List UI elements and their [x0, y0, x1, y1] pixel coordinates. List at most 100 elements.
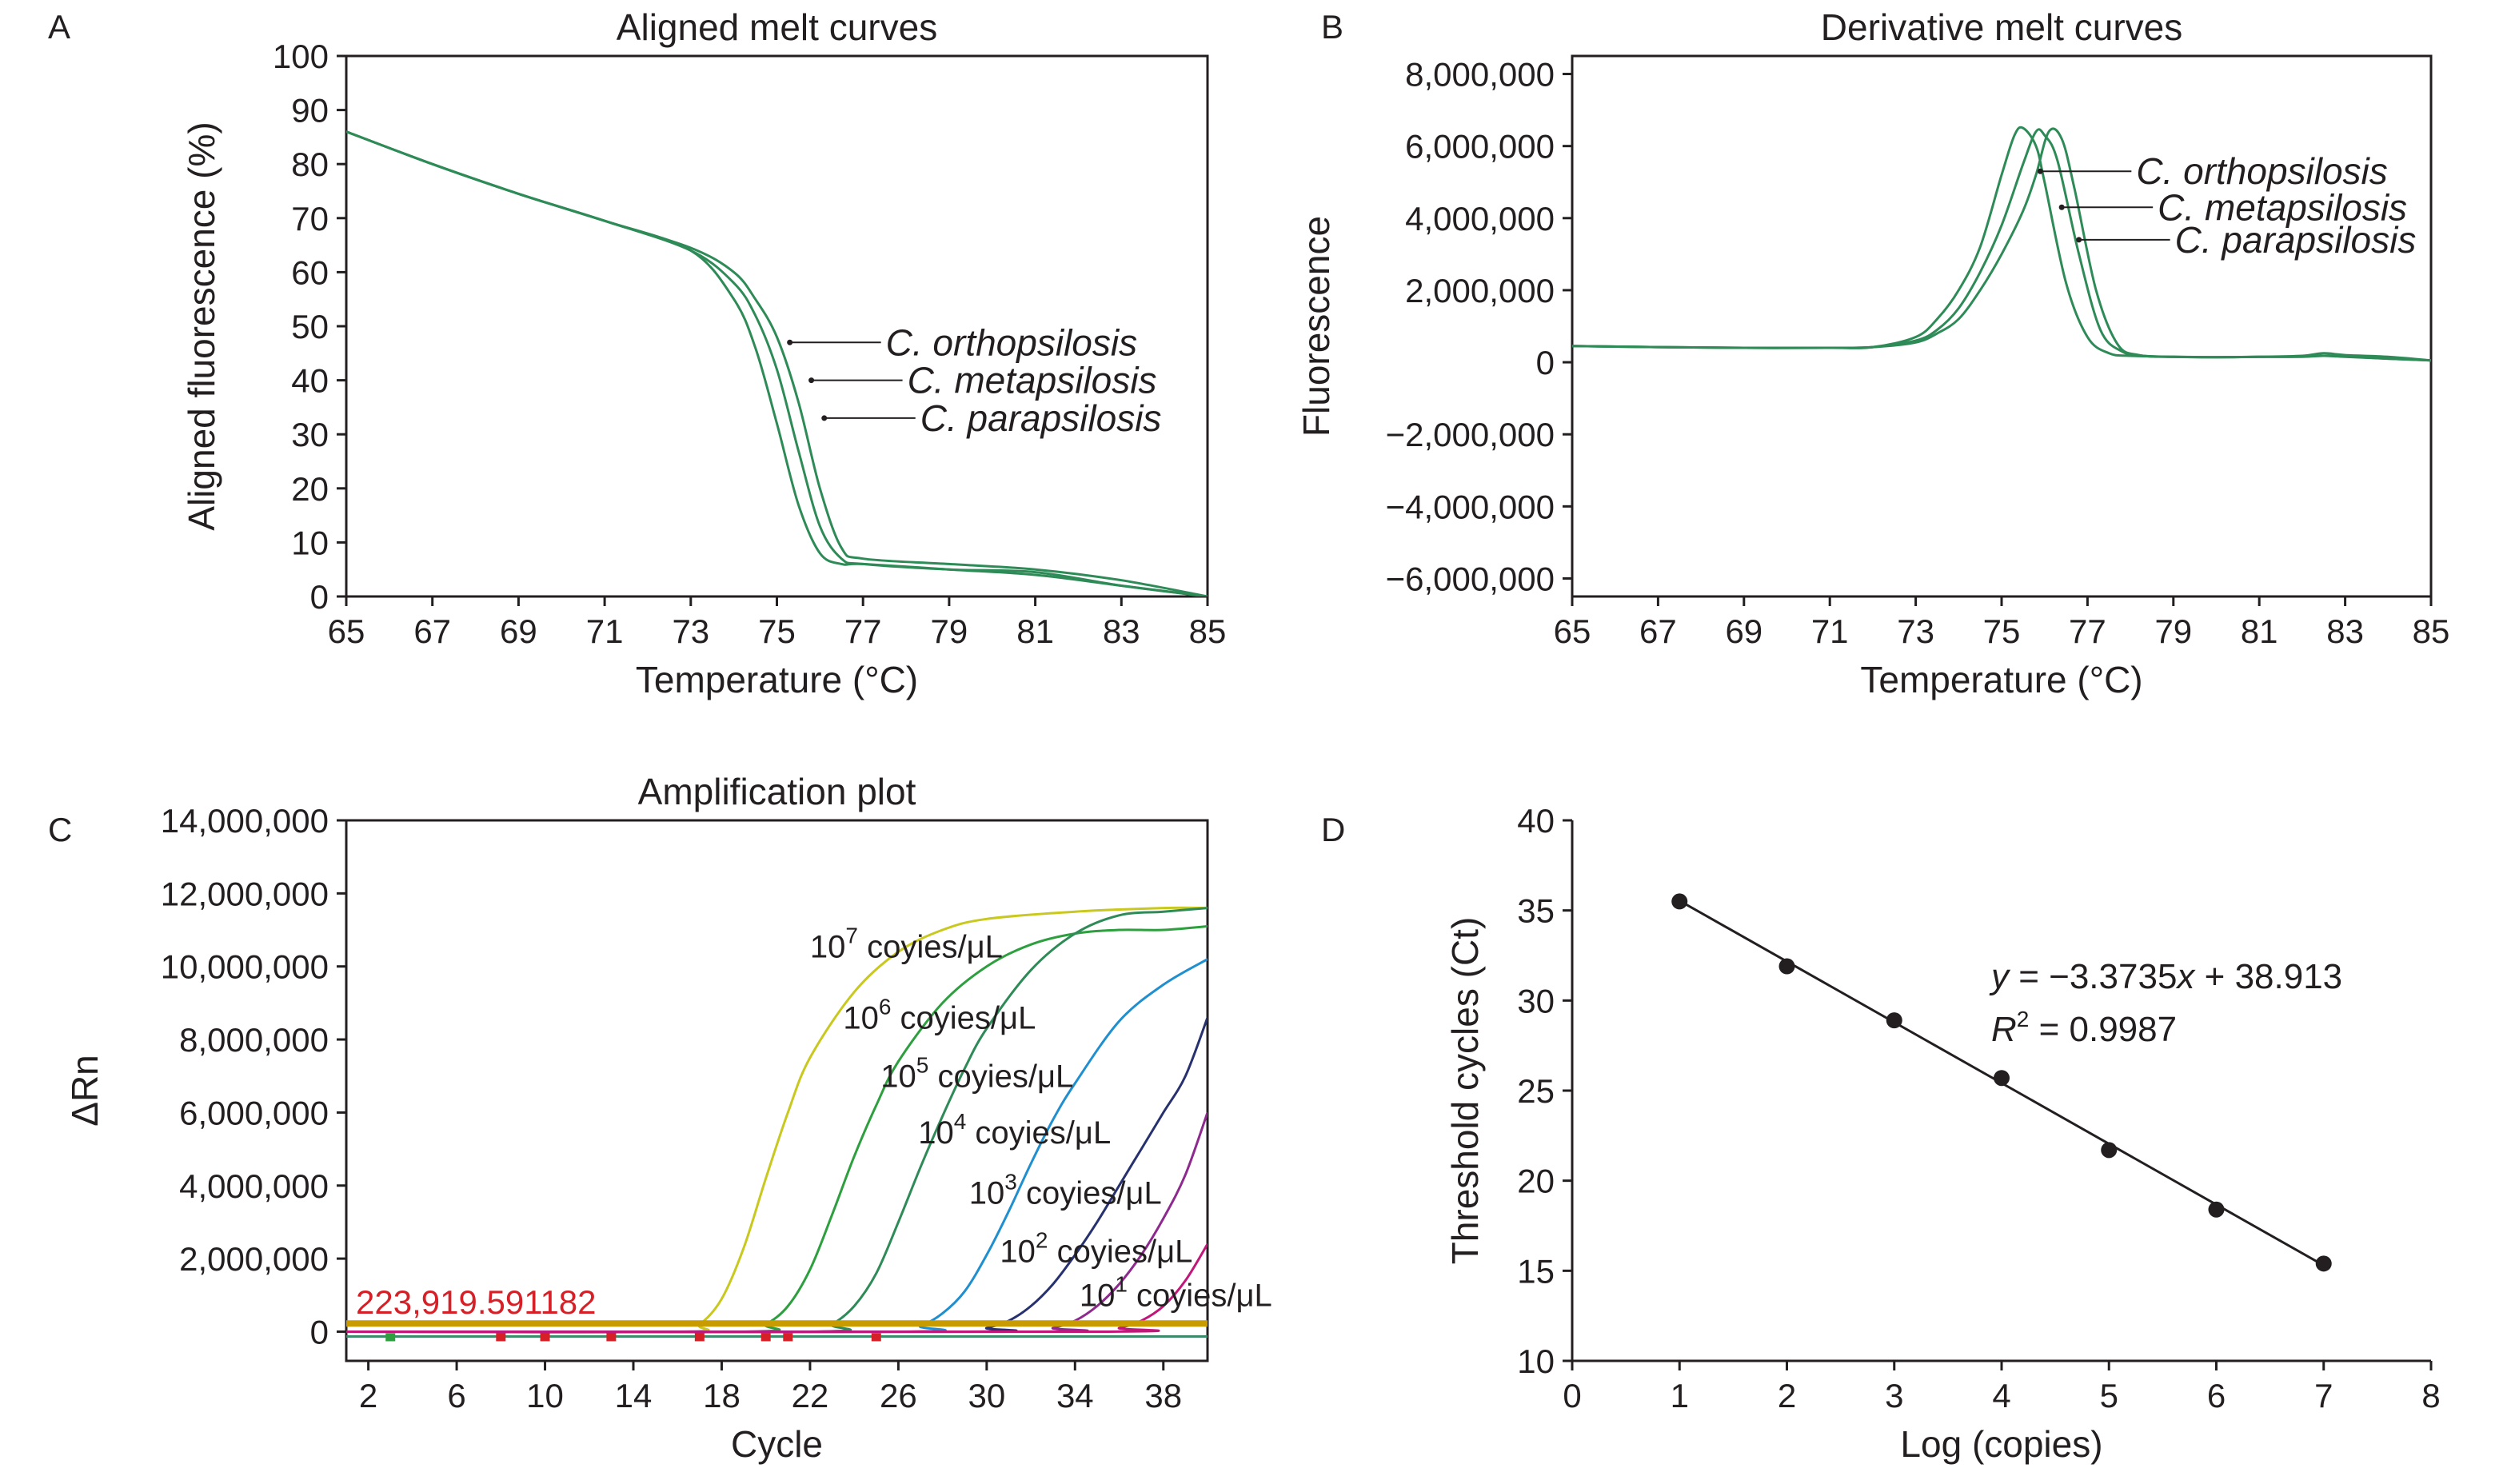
annotation-label: C. orthopsilosis — [2136, 150, 2387, 192]
y-tick-label: 25 — [1517, 1072, 1555, 1110]
annotation-label: C. metapsilosis — [2158, 186, 2407, 228]
x-tick-label: 83 — [1103, 612, 1140, 650]
y-tick-label: 100 — [273, 38, 329, 75]
y-tick-label: 50 — [291, 308, 329, 345]
y-tick-label: 40 — [1517, 802, 1555, 840]
concentration-base: 10 — [1080, 1278, 1116, 1313]
baseline-marker — [496, 1333, 506, 1342]
concentration-unit: coyies/μL — [1048, 1235, 1192, 1270]
x-tick-label: 67 — [1639, 612, 1677, 650]
concentration-base: 10 — [843, 1000, 879, 1035]
data-point — [2208, 1201, 2225, 1218]
concentration-unit: coyies/μL — [1128, 1278, 1272, 1313]
concentration-unit: coyies/μL — [966, 1115, 1111, 1151]
x-axis-label: Temperature (°C) — [1860, 659, 2142, 700]
y-tick-label: −2,000,000 — [1386, 416, 1555, 453]
annotation-label: C. orthopsilosis — [886, 321, 1137, 363]
x-tick-label: 7 — [2314, 1377, 2333, 1414]
r-superscript: 2 — [2017, 1007, 2030, 1031]
panel-letter: B — [1321, 8, 1343, 46]
x-tick-label: 85 — [2413, 612, 2450, 650]
y-tick-label: 0 — [310, 1313, 329, 1350]
data-point — [1778, 958, 1795, 975]
panel-letter: D — [1321, 811, 1345, 848]
x-tick-label: 5 — [2100, 1377, 2118, 1414]
x-tick-label: 2 — [359, 1377, 377, 1414]
r-squared: R2 = 0.9987 — [1991, 1007, 2177, 1049]
annotation-pointer — [787, 339, 793, 345]
threshold-value-label: 223,919.591182 — [356, 1283, 597, 1321]
concentration-label: 101 coyies/μL — [1080, 1271, 1272, 1313]
y-tick-label: 2,000,000 — [179, 1240, 329, 1278]
y-tick-label: 60 — [291, 253, 329, 291]
x-tick-label: 14 — [615, 1377, 653, 1414]
panel-a-aligned-melt-curves: A Aligned melt curves 65 67 69 71 73 75 77 79 81 83… — [48, 6, 1226, 700]
chart-title: Amplification plot — [638, 771, 916, 812]
y-tick-label: 40 — [291, 362, 329, 400]
concentration-unit: coyies/μL — [858, 929, 1003, 964]
y-tick-label: 12,000,000 — [161, 875, 329, 912]
y-tick-label: 0 — [310, 578, 329, 616]
x-tick-label: 69 — [1725, 612, 1763, 650]
y-tick-label: 30 — [291, 416, 329, 453]
annotation-pointer — [821, 415, 828, 421]
y-tick-label: 10,000,000 — [161, 948, 329, 986]
x-tick-label: 38 — [1144, 1377, 1182, 1414]
melt-curve-series-3 — [1572, 127, 2431, 362]
y-tick-label: −6,000,000 — [1386, 560, 1555, 597]
annotation-label: C. parapsilosis — [2175, 219, 2417, 261]
plot-frame — [1571, 54, 2433, 598]
x-tick-label: 73 — [672, 612, 709, 650]
panel-b-derivative-melt-curves: B Derivative melt curves 65 67 69 71 73 75 77 79 8… — [1295, 6, 2449, 700]
x-tick-label: 71 — [1811, 612, 1849, 650]
x-tick-label: 65 — [328, 612, 365, 650]
concentration-base: 10 — [969, 1176, 1005, 1211]
y-tick-label: 35 — [1517, 892, 1555, 930]
y-tick-label: 90 — [291, 92, 329, 130]
annotation-pointer — [2076, 237, 2082, 243]
x-tick-label: 65 — [1554, 612, 1591, 650]
data-point — [1671, 893, 1688, 910]
baseline-marker — [385, 1333, 396, 1342]
annotation-label: C. parapsilosis — [920, 397, 1162, 439]
regression-equation: y = −3.3735x + 38.913 — [1989, 957, 2342, 996]
x-tick-label: 30 — [968, 1377, 1005, 1414]
chart-title: Aligned melt curves — [617, 6, 937, 48]
x-tick-label: 71 — [586, 612, 624, 650]
x-tick-label: 18 — [703, 1377, 741, 1414]
y-axis-label: Threshold cycles (Ct) — [1444, 917, 1486, 1265]
y-tick-label: 30 — [1517, 982, 1555, 1019]
x-tick-label: 1 — [1671, 1377, 1689, 1414]
concentration-unit: coyies/μL — [928, 1059, 1073, 1094]
equation-intercept: + 38.913 — [2194, 957, 2342, 996]
amplification-curve-10e1 — [346, 1243, 1208, 1334]
data-point — [1886, 1012, 1902, 1029]
concentration-exponent: 7 — [845, 923, 858, 947]
y-tick-label: 15 — [1517, 1252, 1555, 1290]
concentration-base: 10 — [918, 1115, 954, 1151]
y-tick-label: 70 — [291, 200, 329, 237]
x-tick-label: 81 — [1016, 612, 1054, 650]
concentration-label: 105 coyies/μL — [880, 1052, 1073, 1094]
x-tick-label: 69 — [500, 612, 537, 650]
y-tick-label: 20 — [1517, 1163, 1555, 1200]
baseline-marker — [694, 1333, 705, 1342]
x-tick-label: 85 — [1189, 612, 1227, 650]
x-tick-label: 34 — [1056, 1377, 1094, 1414]
x-tick-label: 73 — [1897, 612, 1934, 650]
x-tick-label: 77 — [844, 612, 882, 650]
x-tick-label: 6 — [447, 1377, 465, 1414]
data-point — [1994, 1070, 2010, 1087]
concentration-label: 103 coyies/μL — [969, 1170, 1162, 1211]
concentration-label: 106 coyies/μL — [843, 994, 1036, 1035]
concentration-label: 102 coyies/μL — [1000, 1228, 1192, 1270]
y-tick-label: 6,000,000 — [179, 1094, 329, 1131]
baseline-marker — [871, 1333, 881, 1342]
baseline-marker — [783, 1333, 793, 1342]
concentration-unit: coyies/μL — [891, 1000, 1036, 1035]
concentration-exponent: 5 — [916, 1052, 929, 1077]
concentration-base: 10 — [810, 929, 846, 964]
x-tick-label: 79 — [2154, 612, 2192, 650]
